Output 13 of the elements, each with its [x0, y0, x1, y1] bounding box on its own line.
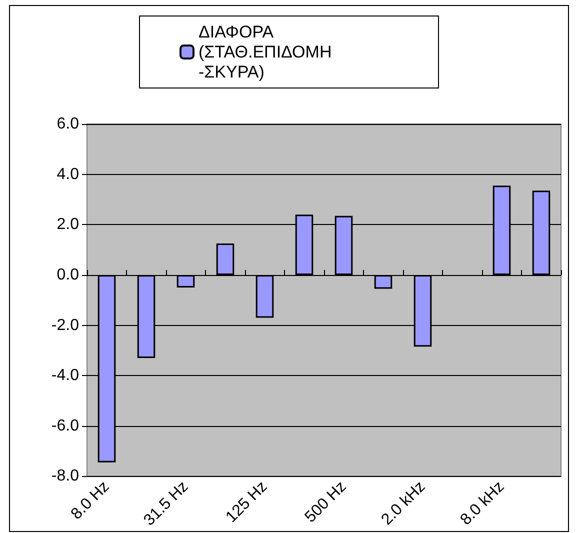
legend-label: ΔΙΑΦΟΡΑ (ΣΤΑΘ.ΕΠΙΔΟΜΗ-ΣΚΥΡΑ)	[198, 22, 332, 82]
x-tick-label: 125 Hz	[222, 478, 271, 526]
y-tick-label: 0.0	[56, 266, 80, 284]
y-tick-label: -6.0	[51, 417, 80, 434]
y-tick-label: 4.0	[56, 166, 80, 183]
y-tick-label: 2.0	[56, 216, 80, 234]
x-tick-label: 2.0 kHz	[378, 478, 429, 529]
y-tick-label: -2.0	[51, 316, 80, 334]
y-tick-label: -8.0	[51, 468, 80, 485]
x-tick-label: 500 Hz	[302, 478, 350, 526]
x-tick-label: 8.0 kHz	[457, 478, 508, 529]
y-tick-label: -4.0	[51, 367, 80, 384]
y-tick-label: 6.0	[56, 116, 80, 132]
